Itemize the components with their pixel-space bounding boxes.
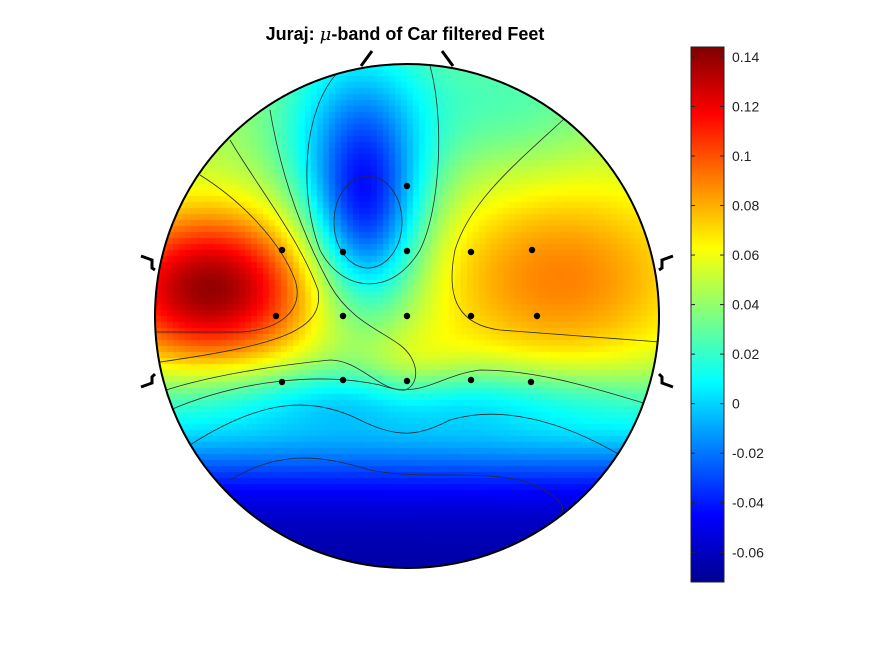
contour-line <box>333 175 403 269</box>
contour-line <box>169 369 651 411</box>
head-outline <box>140 50 674 569</box>
colorbar-tick-label: -0.02 <box>732 445 764 461</box>
contour-lines <box>155 65 659 516</box>
colorbar-tick-label: 0.02 <box>732 346 759 362</box>
electrode-dot <box>403 182 411 190</box>
colorbar-tick-label: 0.04 <box>732 297 759 313</box>
colorbar-tick-label: 0.12 <box>732 98 759 114</box>
contour-line <box>189 404 621 456</box>
contour-line <box>155 174 298 333</box>
electrode-dot <box>403 312 411 320</box>
electrode-dot <box>528 246 536 254</box>
colorbar: -0.06 -0.04 -0.02 0 0.02 0.04 0.06 0.08 0.1 0.12 0… <box>690 46 764 583</box>
electrode-dot <box>339 312 347 320</box>
electrode-dot <box>403 247 411 255</box>
electrode-dot <box>533 312 541 320</box>
colorbar-tick-label: 0.1 <box>732 148 752 164</box>
contour-line <box>159 109 417 393</box>
colorbar-frame <box>690 46 725 583</box>
head-circle <box>154 63 660 569</box>
electrode-dot <box>278 246 286 254</box>
electrode-dot <box>272 312 280 320</box>
colorbar-tick-label: -0.06 <box>732 544 764 560</box>
colorbar-tick-label: -0.04 <box>732 495 764 511</box>
electrode-dot <box>467 376 475 384</box>
electrode-dot <box>403 377 411 385</box>
colorbar-tick-label: 0.06 <box>732 247 759 263</box>
colorbar-tick-label: 0.08 <box>732 198 759 214</box>
right-ear-marker <box>657 254 674 389</box>
contour-line <box>159 139 320 363</box>
left-ear-marker <box>140 254 157 389</box>
colorbar-tick-label: 0 <box>732 396 740 412</box>
electrode-dot <box>339 376 347 384</box>
electrode-dot <box>527 378 535 386</box>
electrode-dot <box>467 248 475 256</box>
contour-line <box>306 65 440 285</box>
electrode-markers <box>272 182 541 386</box>
electrode-dot <box>278 378 286 386</box>
nose-marker <box>359 50 455 67</box>
electrode-dot <box>339 248 347 256</box>
colorbar-tick-label: 0.14 <box>732 49 759 65</box>
contour-line <box>229 457 563 516</box>
electrode-dot <box>467 312 475 320</box>
chart-title: Juraj: μ-band of Car filtered Feet <box>265 24 545 45</box>
colorbar-gradient <box>691 47 724 582</box>
contour-line <box>451 117 659 343</box>
